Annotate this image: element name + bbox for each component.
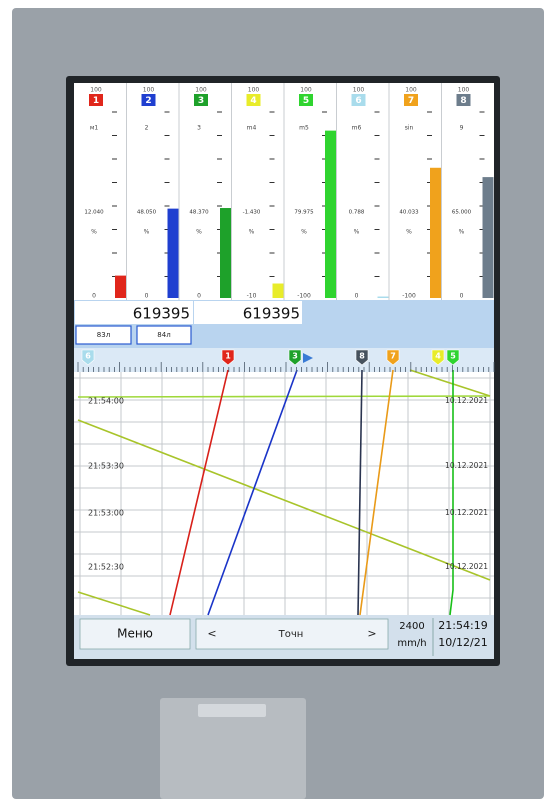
channel-value: 79.975 [294, 210, 314, 216]
trend-marker-label: 4 [435, 352, 441, 361]
recorder: 1001м112.040%01002248.050%01003348.370%0… [0, 0, 556, 799]
channel-bar [273, 284, 284, 298]
channel-number: 3 [198, 96, 204, 106]
channel-number: 1 [93, 96, 99, 106]
channel-number: 7 [408, 96, 414, 106]
time-label: 21:53:30 [88, 462, 124, 471]
channel-value: 12.040 [84, 210, 104, 216]
channel-value: 0.788 [349, 210, 365, 216]
channel-name: sin [405, 125, 414, 132]
channel-top: 100 [353, 87, 365, 94]
channel-unit: % [91, 229, 97, 236]
channel-bar [430, 168, 441, 298]
trend-marker-label: 1 [225, 352, 231, 361]
channel-value: -1.430 [243, 210, 261, 216]
channel-bar [168, 209, 179, 298]
channel-name: m5 [299, 125, 309, 132]
channel-unit: % [301, 229, 307, 236]
channel-top: 100 [143, 87, 155, 94]
channel-unit: % [406, 229, 412, 236]
channel-bottom: 0 [355, 293, 359, 300]
channel-value: 65.000 [452, 210, 472, 216]
time-label: 21:54:00 [88, 397, 124, 406]
counter-tab-label[interactable]: 84л [157, 331, 170, 339]
channel-bar [483, 177, 494, 298]
channel-value: 48.050 [137, 210, 157, 216]
channel-bar [325, 131, 336, 298]
channel-name: м1 [90, 125, 99, 132]
clock-date: 10/12/21 [438, 636, 487, 649]
date-label: 10.12.2021 [445, 461, 488, 470]
channel-number: 4 [250, 96, 256, 106]
channel-number: 8 [460, 96, 466, 106]
trend-line [78, 396, 490, 397]
channel-bottom: -100 [297, 293, 311, 300]
time-label: 21:53:00 [88, 509, 124, 518]
chart-speed-unit: mm/h [397, 638, 426, 649]
channel-bar [220, 208, 231, 298]
channel-top: 100 [458, 87, 470, 94]
channel-unit: % [196, 229, 202, 236]
trend-marker-label: 3 [292, 352, 298, 361]
counter-tab-label[interactable]: 83л [97, 331, 110, 339]
channel-value: 48.370 [189, 210, 209, 216]
date-label: 10.12.2021 [445, 562, 488, 571]
channel-bottom: -100 [402, 293, 416, 300]
trend-marker-label: 5 [450, 352, 456, 361]
channel-bottom: 0 [92, 293, 96, 300]
time-label: 21:52:30 [88, 563, 124, 572]
channel-top: 100 [90, 87, 102, 94]
mode-label: Точн [278, 629, 304, 640]
channel-name: 9 [460, 125, 464, 132]
channel-bottom: 0 [197, 293, 201, 300]
chart-speed: 2400 [399, 621, 424, 632]
next-button[interactable]: > [367, 627, 376, 640]
trend-scale [74, 348, 494, 372]
channel-number: 5 [303, 96, 309, 106]
menu-label[interactable]: Меню [117, 627, 153, 641]
channel-bar [115, 276, 126, 298]
date-label: 10.12.2021 [445, 508, 488, 517]
channel-bottom: 0 [460, 293, 464, 300]
counter: 619395 [243, 305, 300, 323]
channel-number: 6 [355, 96, 361, 106]
channel-name: m4 [247, 125, 257, 132]
trend-marker-label: 6 [85, 352, 91, 361]
channel-top: 100 [300, 87, 312, 94]
latch-tab [198, 704, 266, 717]
counter: 619395 [133, 305, 190, 323]
trend-marker-label: 7 [390, 352, 396, 361]
channel-top: 100 [248, 87, 260, 94]
channel-value: 40.033 [399, 210, 419, 216]
channel-top: 100 [405, 87, 417, 94]
channel-unit: % [144, 229, 150, 236]
channel-unit: % [459, 229, 465, 236]
channel-name: 2 [145, 125, 149, 132]
channel-unit: % [249, 229, 255, 236]
date-label: 10.12.2021 [445, 396, 488, 405]
channel-bottom: 0 [145, 293, 149, 300]
channel-name: 3 [197, 125, 201, 132]
channel-name: m6 [352, 125, 362, 132]
channel-bottom: -10 [247, 293, 257, 300]
clock-time: 21:54:19 [438, 619, 487, 632]
channel-number: 2 [145, 96, 151, 106]
prev-button[interactable]: < [207, 627, 216, 640]
channel-top: 100 [195, 87, 207, 94]
channel-bar [378, 297, 389, 298]
trend-marker-label: 8 [359, 352, 365, 361]
channel-unit: % [354, 229, 360, 236]
